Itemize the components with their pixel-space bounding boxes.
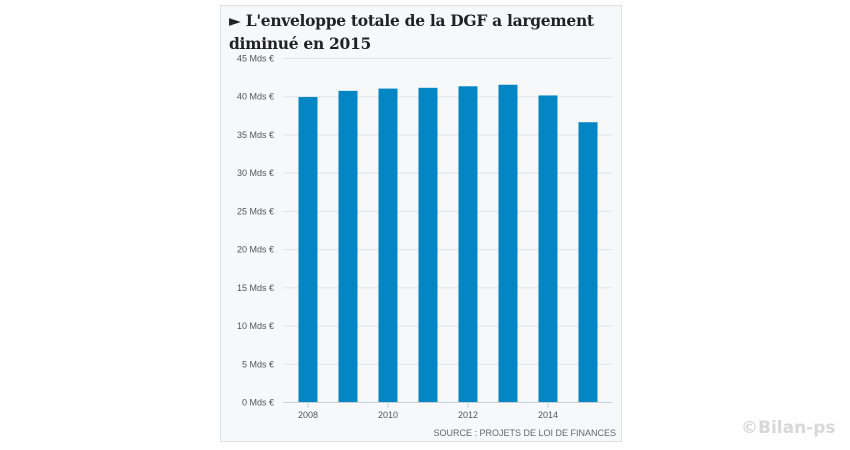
bar-2008 (298, 96, 318, 402)
y-tick-label: 5 Mds € (242, 359, 274, 369)
chart-title: ► L'enveloppe totale de la DGF a largeme… (229, 11, 594, 53)
bar-2012 (458, 86, 478, 402)
x-tick-label: 2014 (538, 410, 558, 420)
x-tick-label: 2008 (298, 410, 318, 420)
y-tick-label: 20 Mds € (237, 245, 274, 255)
x-tick-label: 2010 (378, 410, 398, 420)
bar-2010 (378, 88, 398, 403)
y-tick-label: 15 Mds € (237, 283, 274, 293)
bar-2014 (538, 95, 558, 403)
y-tick-label: 35 Mds € (237, 130, 274, 140)
y-tick-label: 40 Mds € (237, 92, 274, 102)
watermark: ©Bilan-ps (741, 418, 836, 438)
y-tick-label: 25 Mds € (237, 206, 274, 216)
y-tick-label: 45 Mds € (237, 54, 274, 64)
y-tick-label: 10 Mds € (237, 321, 274, 331)
chart-source: SOURCE : PROJETS DE LOI DE FINANCES (433, 428, 616, 438)
bar-2013 (498, 84, 518, 402)
x-tick-label: 2012 (458, 410, 478, 420)
bar-2015 (578, 122, 598, 403)
bar-2011 (418, 87, 438, 403)
y-tick-label: 0 Mds € (242, 398, 274, 408)
bar-2009 (338, 90, 358, 403)
y-tick-label: 30 Mds € (237, 168, 274, 178)
